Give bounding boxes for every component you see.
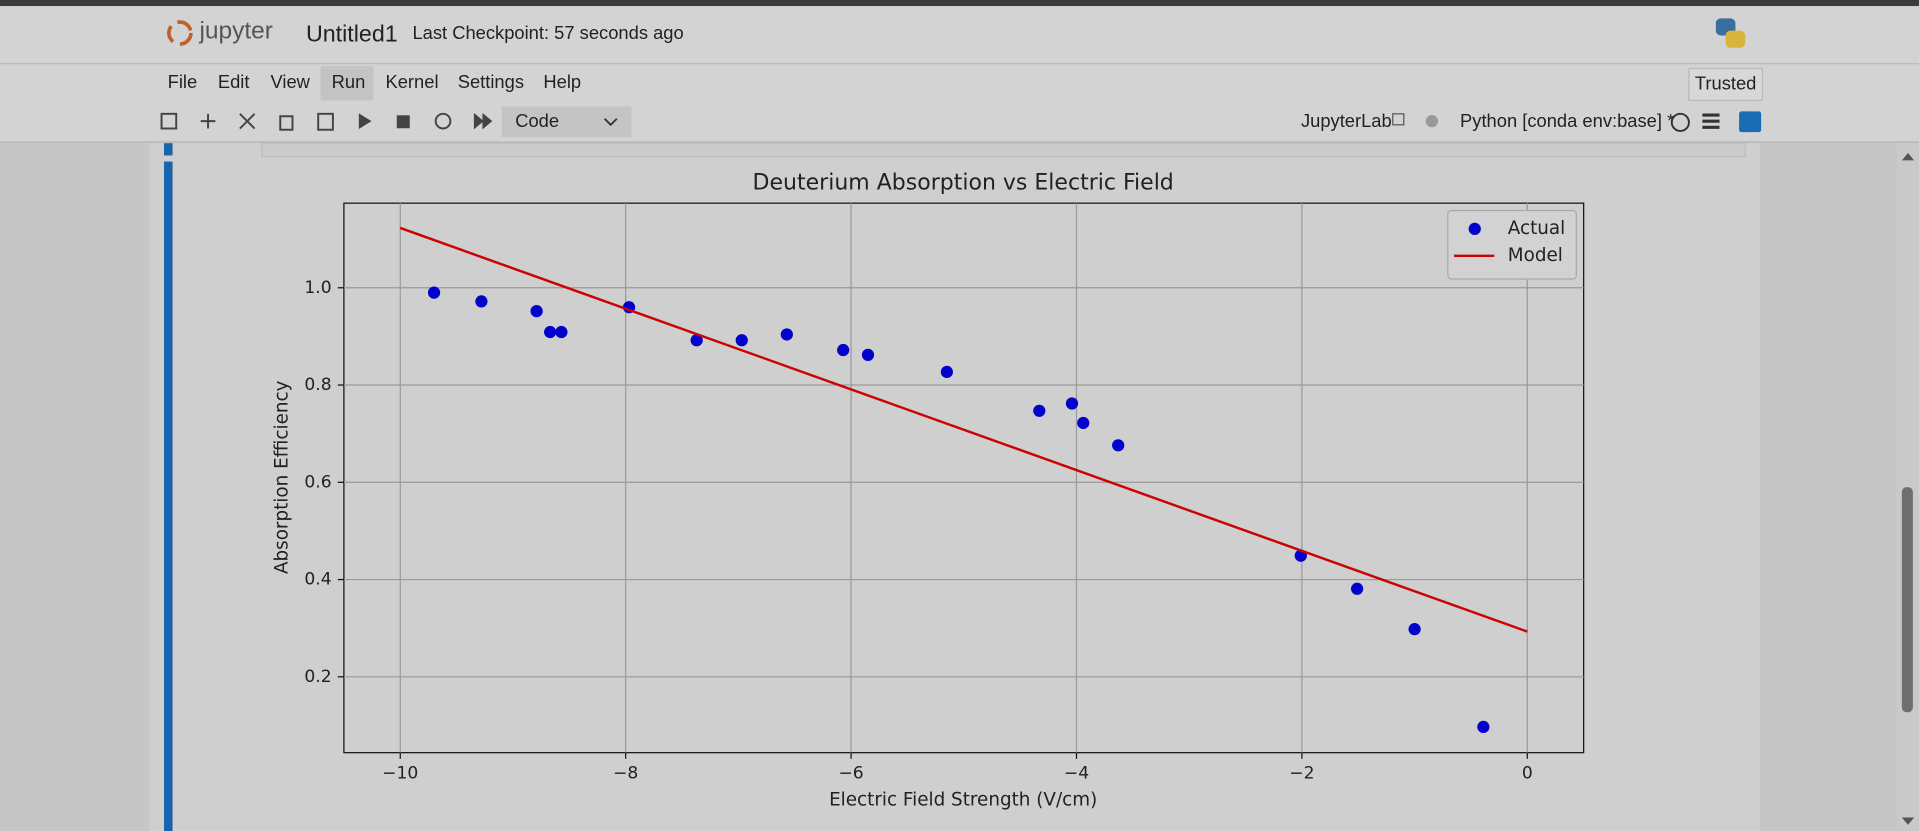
chevron [603, 118, 618, 127]
data-point [1033, 404, 1046, 417]
x-tick-label: 0 [1522, 763, 1533, 783]
data-point [735, 334, 748, 347]
model-line [399, 226, 1528, 633]
debug-icon[interactable] [1425, 115, 1439, 128]
kernel-status [1670, 112, 1690, 132]
data-point [1351, 582, 1364, 595]
x-tick-label: −4 [1064, 763, 1089, 783]
data-point [1408, 623, 1421, 636]
save-icon[interactable] [160, 112, 178, 130]
data-point [940, 365, 953, 379]
legend-label: Actual [1508, 218, 1565, 239]
logo-text[interactable]: jupyter [198, 17, 272, 44]
legend-label: Model [1508, 245, 1563, 266]
code-cell [261, 142, 1746, 158]
chart-title: Deuterium Absorption vs Electric Field [753, 171, 1174, 196]
checkpoint: Last Checkpoint: 57 seconds ago [412, 22, 683, 43]
x-tick-label: −8 [613, 763, 638, 783]
data-point [1477, 720, 1490, 734]
data-point [1065, 397, 1079, 410]
data-point [1112, 439, 1125, 452]
menu-item[interactable]: File [168, 71, 198, 92]
stop-icon[interactable] [396, 115, 410, 129]
cell-bar [163, 143, 173, 156]
data-point [530, 304, 543, 318]
menu-item[interactable]: View [270, 71, 310, 92]
data-point [555, 325, 568, 339]
cell-bar [163, 161, 173, 831]
menu-item[interactable]: Help [543, 71, 581, 92]
menu-item[interactable]: Settings [458, 71, 524, 92]
trusted-button[interactable] [1688, 67, 1763, 101]
run-all-icon[interactable] [473, 112, 493, 130]
jupyter-logo[interactable] [167, 20, 193, 46]
legend-swatch [1468, 222, 1481, 235]
x-axis-label: Electric Field Strength (V/cm) [829, 789, 1097, 810]
y-tick-label: 0.2 [304, 667, 331, 687]
plot-area [343, 202, 1585, 754]
window-edge [0, 0, 1919, 7]
trusted-label[interactable]: Trusted [1695, 72, 1757, 93]
add-icon[interactable] [200, 113, 216, 129]
top-panel [0, 6, 1919, 142]
chart: Deuterium Absorption vs Electric Field E… [272, 171, 1585, 810]
cut-icon[interactable] [239, 113, 256, 130]
paste-icon[interactable] [317, 112, 334, 131]
run-icon[interactable] [358, 113, 372, 130]
menu-item[interactable]: Edit [218, 71, 250, 92]
kernel-name[interactable]: Python [conda env:base] * [1460, 110, 1674, 131]
menu-item[interactable]: Run [332, 71, 366, 92]
y-tick-label: 0.6 [304, 472, 331, 492]
notebook-name[interactable]: Untitled1 [306, 21, 398, 47]
cell-type-select[interactable] [501, 106, 632, 138]
cell-type[interactable]: Code [515, 110, 559, 131]
grid [343, 203, 1584, 753]
x-tick-label: −2 [1289, 763, 1314, 783]
menu-highlight [320, 66, 374, 101]
external-icon [1392, 113, 1405, 126]
restart-icon[interactable] [434, 112, 452, 130]
x-tick-label: −6 [838, 763, 863, 783]
data-point [861, 348, 875, 362]
y-tick-label: 0.4 [304, 570, 331, 590]
x-tick-label: −10 [382, 763, 418, 783]
menu-icon[interactable] [1702, 113, 1720, 129]
data-point [837, 343, 850, 357]
data-point [475, 295, 488, 308]
data-point [690, 334, 703, 347]
data-point [1077, 416, 1090, 430]
copy-icon[interactable] [279, 115, 294, 131]
y-axis-label: Absorption Efficiency [272, 380, 293, 574]
scroll-thumb[interactable] [1901, 487, 1913, 713]
python-logo [1725, 30, 1746, 48]
data-point [780, 328, 793, 341]
property-icon[interactable] [1739, 111, 1762, 133]
jupyterlab-link[interactable]: JupyterLab [1301, 110, 1392, 131]
menu-item[interactable]: Kernel [386, 71, 439, 92]
y-tick-label: 0.8 [304, 375, 331, 395]
data-point [544, 325, 557, 339]
data-point [427, 286, 441, 299]
y-tick-label: 1.0 [304, 278, 331, 298]
